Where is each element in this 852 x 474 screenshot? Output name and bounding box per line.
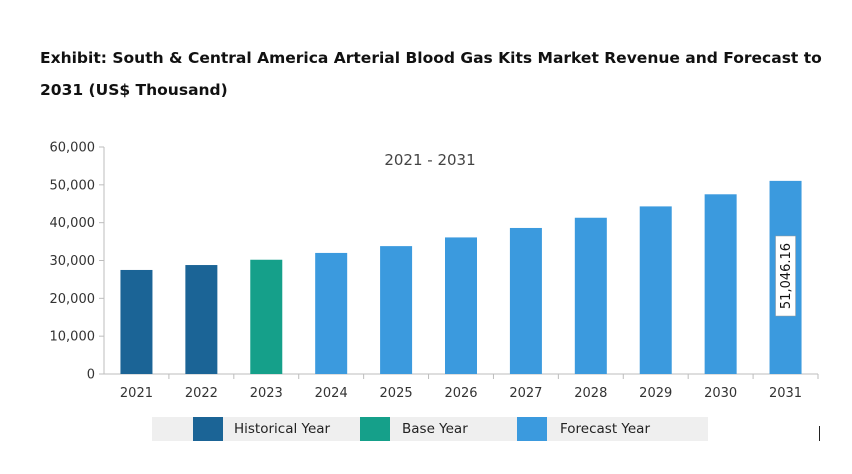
legend-swatch-base	[360, 417, 390, 441]
bar-2027	[509, 227, 542, 374]
bar-2030	[704, 194, 737, 374]
y-tick-label: 50,000	[50, 178, 96, 193]
chart-legend: Historical Year Base Year Forecast Year	[152, 417, 708, 441]
x-tick-label: 2029	[639, 386, 672, 401]
x-tick-label: 2030	[704, 386, 737, 401]
text-cursor	[819, 426, 820, 441]
x-tick-label: 2023	[250, 386, 283, 401]
bar-2028	[574, 217, 607, 374]
x-tick-label: 2024	[315, 386, 348, 401]
legend-label-base: Base Year	[402, 421, 468, 437]
y-tick-label: 10,000	[50, 330, 96, 345]
legend-label-forecast: Forecast Year	[560, 421, 650, 437]
y-tick-label: 40,000	[50, 216, 96, 231]
y-tick-label: 30,000	[50, 254, 96, 269]
bar-2021	[120, 269, 153, 374]
chart-title: Exhibit: South & Central America Arteria…	[40, 49, 822, 99]
data-label-box	[775, 235, 796, 317]
chart-subtitle: 2021 - 2031	[384, 151, 475, 169]
x-tick-label: 2021	[120, 386, 153, 401]
y-tick-label: 60,000	[50, 141, 96, 156]
bar-2023	[250, 259, 283, 374]
x-tick-label: 2025	[380, 386, 413, 401]
bar-2029	[639, 206, 672, 374]
x-tick-label: 2022	[185, 386, 218, 401]
x-tick-label: 2027	[509, 386, 542, 401]
x-tick-label: 2028	[574, 386, 607, 401]
legend-label-historical: Historical Year	[234, 421, 331, 437]
x-tick-label: 2026	[444, 386, 477, 401]
y-tick-label: 20,000	[50, 292, 96, 307]
bar-2024	[315, 252, 348, 374]
bar-2026	[445, 237, 477, 374]
x-tick-label: 2031	[769, 386, 802, 401]
y-tick-label: 0	[87, 368, 95, 383]
data-label-2031: 51,046.16	[779, 243, 794, 309]
bar-2025	[380, 246, 413, 374]
legend-swatch-forecast	[517, 417, 547, 441]
legend-swatch-historical	[193, 417, 223, 441]
bar-2022	[185, 265, 218, 374]
